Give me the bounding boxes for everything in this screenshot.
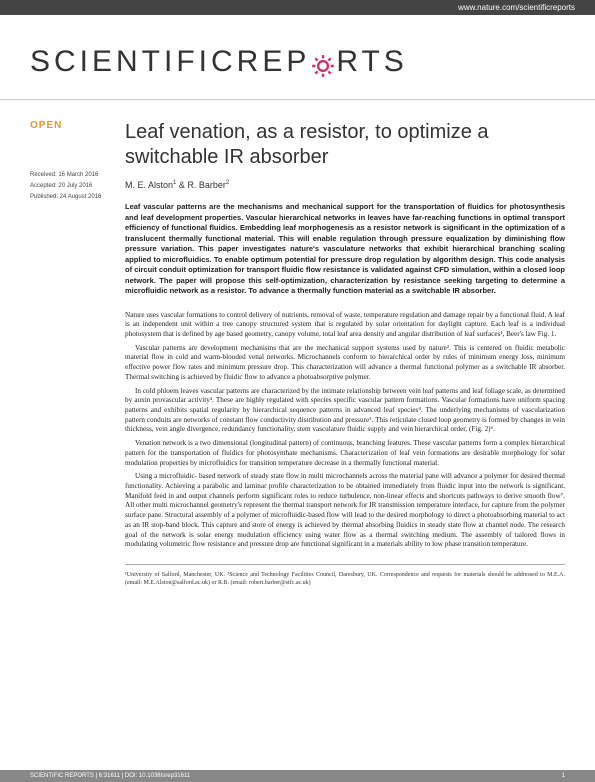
logo-word-rep: REP bbox=[237, 45, 311, 79]
body-paragraph: Nature uses vascular formations to contr… bbox=[125, 311, 565, 340]
body-paragraph: Venation network is a two dimensional (l… bbox=[125, 439, 565, 468]
footer-citation: SCIENTIFIC REPORTS | 6:31611 | DOI: 10.1… bbox=[30, 773, 190, 779]
logo-word-scientific: SCIENTIFIC bbox=[30, 45, 237, 79]
logo-word-rts: RTS bbox=[336, 45, 407, 79]
body-paragraph: Vascular patterns are development mechan… bbox=[125, 344, 565, 383]
published-date: Published: 24 August 2016 bbox=[30, 193, 115, 202]
gear-icon bbox=[310, 53, 336, 79]
author-2-affil: 2 bbox=[226, 180, 229, 186]
open-access-badge: OPEN bbox=[30, 120, 115, 131]
footer-bar: SCIENTIFIC REPORTS | 6:31611 | DOI: 10.1… bbox=[0, 770, 595, 782]
affiliation-text: ¹University of Salford, Manchester, UK. … bbox=[125, 564, 565, 587]
article-title: Leaf venation, as a resistor, to optimiz… bbox=[125, 120, 565, 170]
body-text: Nature uses vascular formations to contr… bbox=[125, 311, 565, 551]
received-date: Received: 16 March 2016 bbox=[30, 171, 115, 180]
journal-logo: SCIENTIFIC REP RTS bbox=[30, 45, 565, 79]
abstract-text: Leaf vascular patterns are the mechanism… bbox=[125, 202, 565, 297]
accepted-date: Accepted: 20 July 2016 bbox=[30, 182, 115, 191]
body-paragraph: Using a microfluidic- based network of s… bbox=[125, 472, 565, 550]
content-area: OPEN Received: 16 March 2016 Accepted: 2… bbox=[0, 100, 595, 597]
header-bar: www.nature.com/scientificreports bbox=[0, 0, 595, 15]
header-url: www.nature.com/scientificreports bbox=[458, 3, 575, 12]
author-separator: & R. Barber bbox=[176, 180, 226, 190]
main-column: Leaf venation, as a resistor, to optimiz… bbox=[125, 120, 565, 587]
body-paragraph: In cold phloem leaves vascular patterns … bbox=[125, 387, 565, 436]
footer-page-number: 1 bbox=[562, 773, 565, 779]
left-sidebar: OPEN Received: 16 March 2016 Accepted: 2… bbox=[30, 120, 125, 587]
logo-area: SCIENTIFIC REP RTS bbox=[0, 15, 595, 100]
author-1: M. E. Alston bbox=[125, 180, 173, 190]
author-list: M. E. Alston1 & R. Barber2 bbox=[125, 180, 565, 190]
